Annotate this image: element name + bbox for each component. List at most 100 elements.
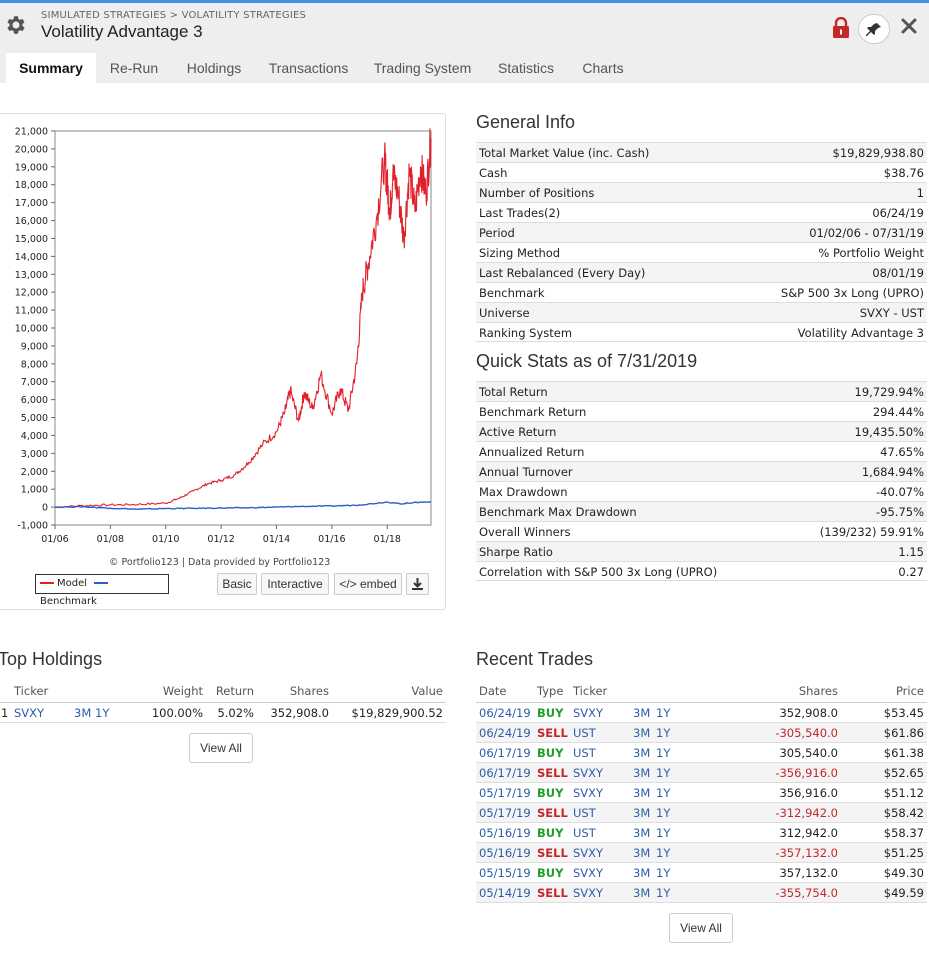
price-cell: $51.25 [883,846,924,860]
ticker-link[interactable]: SVXY [14,706,45,720]
col-shares[interactable]: Shares [289,684,329,698]
breadcrumb[interactable]: SIMULATED STRATEGIES > VOLATILITY STRATE… [41,10,307,21]
1y-link[interactable]: 1Y [656,846,671,860]
gear-icon[interactable] [4,13,28,37]
info-label[interactable]: Number of Positions [479,186,595,200]
col-ticker[interactable]: Ticker [14,684,49,698]
ticker-link[interactable]: UST [573,726,596,740]
stat-label: Correlation with S&P 500 3x Long (UPRO) [479,565,718,579]
trade-date-link[interactable]: 06/24/19 [479,726,531,740]
trade-row[interactable]: 06/17/19 SELL SVXY 3M 1Y -356,916.0 $52.65 [476,763,927,783]
3m-link[interactable]: 3M [633,766,651,780]
1y-link[interactable]: 1Y [656,766,671,780]
3m-link[interactable]: 3M [633,786,651,800]
info-value[interactable]: SVXY - UST [859,306,924,320]
col-price[interactable]: Price [895,684,924,698]
1y-link[interactable]: 1Y [656,866,671,880]
tab-trading-system[interactable]: Trading System [373,60,472,76]
ticker-link[interactable]: SVXY [573,846,604,860]
y-tick-label: 10,000 [15,324,48,335]
download-button[interactable] [406,573,429,595]
3m-link[interactable]: 3M [633,826,651,840]
info-value[interactable]: 1 [916,186,924,200]
price-cell: $49.59 [883,886,924,900]
1y-link[interactable]: 1Y [95,706,110,720]
3m-link[interactable]: 3M [633,866,651,880]
trade-row[interactable]: 05/15/19 BUY SVXY 3M 1Y 357,132.0 $49.30 [476,863,927,883]
lock-icon[interactable] [832,17,850,39]
ticker-link[interactable]: SVXY [573,706,604,720]
1y-link[interactable]: 1Y [656,746,671,760]
info-value[interactable]: 06/24/19 [872,206,924,220]
1y-link[interactable]: 1Y [656,706,671,720]
trade-date-link[interactable]: 05/14/19 [479,886,531,900]
info-label: Ranking System [479,326,573,340]
trade-date-link[interactable]: 05/15/19 [479,866,531,880]
tab-summary[interactable]: Summary [6,53,96,83]
ticker-link[interactable]: UST [573,806,596,820]
ticker-link[interactable]: SVXY [573,766,604,780]
trade-date-link[interactable]: 05/16/19 [479,826,531,840]
col-weight[interactable]: Weight [162,684,203,698]
embed-chart-button[interactable]: </> embed [334,573,402,595]
col-date[interactable]: Date [479,684,507,698]
performance-chart[interactable]: -1,000 0 1,000 2,000 3,000 4,000 5,000 6,000 7,0… [0,114,445,554]
trade-row[interactable]: 05/17/19 SELL UST 3M 1Y -312,942.0 $58.42 [476,803,927,823]
col-type[interactable]: Type [537,684,564,698]
trade-date-link[interactable]: 05/17/19 [479,786,531,800]
tab-holdings[interactable]: Holdings [186,60,242,76]
ticker-link[interactable]: SVXY [573,866,604,880]
info-label[interactable]: Last Trades [479,206,545,220]
trade-row[interactable]: 06/24/19 BUY SVXY 3M 1Y 352,908.0 $53.45 [476,703,927,723]
trade-date-link[interactable]: 05/17/19 [479,806,531,820]
tab-transactions[interactable]: Transactions [268,60,349,76]
1y-link[interactable]: 1Y [656,786,671,800]
ticker-link[interactable]: SVXY [573,786,604,800]
interactive-chart-button[interactable]: Interactive [261,573,329,595]
table-row[interactable]: 1 SVXY 3M 1Y 100.00% 5.02% 352,908.0 $19,829,90… [0,703,446,723]
3m-link[interactable]: 3M [633,806,651,820]
stat-value: -40.07% [876,485,924,499]
chart-legend: Model Benchmark [35,574,169,607]
trade-date-link[interactable]: 05/16/19 [479,846,531,860]
trade-row[interactable]: 06/24/19 SELL UST 3M 1Y -305,540.0 $61.86 [476,723,927,743]
1y-link[interactable]: 1Y [656,886,671,900]
1y-link[interactable]: 1Y [656,726,671,740]
trade-row[interactable]: 05/16/19 BUY UST 3M 1Y 312,942.0 $58.37 [476,823,927,843]
tab-charts[interactable]: Charts [582,60,624,76]
col-return[interactable]: Return [215,684,254,698]
trade-row[interactable]: 05/16/19 SELL SVXY 3M 1Y -357,132.0 $51.25 [476,843,927,863]
3m-link[interactable]: 3M [633,726,651,740]
3m-link[interactable]: 3M [633,706,651,720]
3m-link[interactable]: 3M [633,746,651,760]
col-ticker[interactable]: Ticker [573,684,608,698]
tab-rerun[interactable]: Re-Run [109,60,159,76]
legend-benchmark-label[interactable]: Benchmark [40,596,97,607]
trade-row[interactable]: 05/17/19 BUY SVXY 3M 1Y 356,916.0 $51.12 [476,783,927,803]
info-value[interactable]: Volatility Advantage 3 [797,326,924,340]
trade-date-link[interactable]: 06/24/19 [479,706,531,720]
1y-link[interactable]: 1Y [656,826,671,840]
download-icon [412,578,423,590]
shares-cell: -356,916.0 [775,766,838,780]
3m-link[interactable]: 3M [74,706,92,720]
trades-view-all-button[interactable]: View All [669,913,733,943]
holdings-view-all-button[interactable]: View All [189,733,253,763]
ticker-link[interactable]: SVXY [573,886,604,900]
pin-button[interactable] [858,14,890,44]
1y-link[interactable]: 1Y [656,806,671,820]
col-value[interactable]: Value [411,684,443,698]
ticker-link[interactable]: UST [573,826,596,840]
ticker-link[interactable]: UST [573,746,596,760]
basic-chart-button[interactable]: Basic [217,573,257,595]
trade-date-link[interactable]: 06/17/19 [479,746,531,760]
tab-statistics[interactable]: Statistics [497,60,554,76]
3m-link[interactable]: 3M [633,846,651,860]
trade-date-link[interactable]: 06/17/19 [479,766,531,780]
trade-row[interactable]: 06/17/19 BUY UST 3M 1Y 305,540.0 $61.38 [476,743,927,763]
3m-link[interactable]: 3M [633,886,651,900]
trade-row[interactable]: 05/14/19 SELL SVXY 3M 1Y -355,754.0 $49.59 [476,883,927,903]
legend-model-label[interactable]: Model [57,578,88,589]
close-icon[interactable] [899,16,919,36]
col-shares[interactable]: Shares [798,684,838,698]
